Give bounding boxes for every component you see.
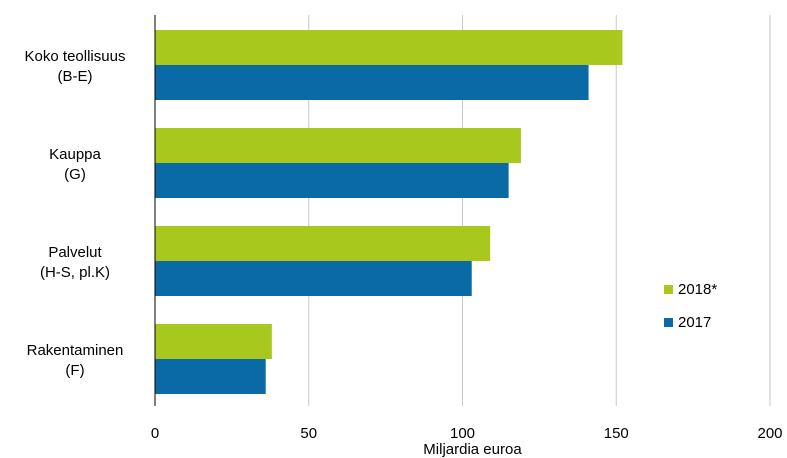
x-tick-label: 100	[450, 425, 475, 442]
legend-label: 2017	[678, 314, 711, 331]
category-label-line: Rakentaminen	[27, 342, 124, 359]
legend-swatch	[664, 285, 673, 294]
category-label-line: Palvelut	[48, 244, 102, 261]
category-label: Rakentaminen (F)	[27, 342, 124, 379]
legend: 2018* 2017	[664, 281, 717, 331]
bar	[155, 359, 266, 394]
x-tick-labels: 0 50 100 150 200	[151, 425, 783, 442]
category-label-line: Kauppa	[49, 146, 101, 163]
category-label: Palvelut (H-S, pl.K)	[40, 244, 110, 281]
x-tick-label: 50	[300, 425, 317, 442]
x-tick-label: 200	[757, 425, 782, 442]
bar	[155, 324, 272, 359]
bar	[155, 30, 623, 65]
x-axis-title: Miljardia euroa	[423, 441, 522, 458]
category-label-line: Koko teollisuus	[25, 48, 126, 65]
category-labels: Koko teollisuus (B-E) Kauppa (G) Palvelut (H-…	[25, 48, 126, 379]
category-label: Kauppa (G)	[49, 146, 101, 183]
legend-label: 2018*	[678, 281, 717, 298]
bar	[155, 65, 589, 100]
bar	[155, 261, 472, 296]
category-label-line: (F)	[65, 362, 84, 379]
category-label-line: (H-S, pl.K)	[40, 264, 110, 281]
bar	[155, 226, 491, 261]
x-tick-label: 0	[151, 425, 159, 442]
x-tick-label: 150	[604, 425, 629, 442]
bar	[155, 163, 509, 198]
category-label-line: (G)	[64, 166, 86, 183]
legend-swatch	[664, 318, 673, 327]
category-label-line: (B-E)	[58, 68, 93, 85]
bar	[155, 128, 521, 163]
category-label: Koko teollisuus (B-E)	[25, 48, 126, 85]
bars	[155, 30, 623, 394]
